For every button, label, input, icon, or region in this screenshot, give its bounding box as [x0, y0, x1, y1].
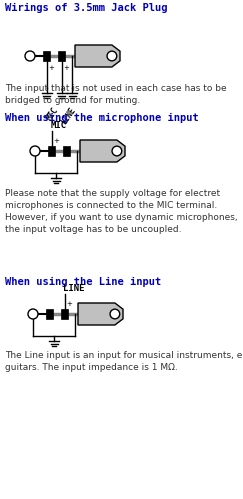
Circle shape — [107, 51, 117, 61]
Polygon shape — [58, 51, 65, 61]
Text: LINE: LINE — [60, 106, 78, 126]
Polygon shape — [43, 51, 50, 61]
Text: +: + — [53, 138, 59, 144]
Text: +: + — [66, 301, 72, 307]
Text: MIC: MIC — [44, 106, 60, 123]
Text: +: + — [63, 65, 69, 71]
Text: When using the microphone input: When using the microphone input — [5, 113, 199, 123]
Polygon shape — [46, 309, 53, 319]
Circle shape — [28, 309, 38, 319]
Polygon shape — [78, 303, 123, 325]
Circle shape — [25, 51, 35, 61]
Polygon shape — [80, 140, 125, 162]
Text: The Line input is an input for musical instruments, e.g.
guitars. The input impe: The Line input is an input for musical i… — [5, 351, 243, 372]
Text: LINE: LINE — [62, 284, 84, 293]
Text: Please note that the supply voltage for electret
microphones is connected to the: Please note that the supply voltage for … — [5, 189, 238, 235]
Text: Wirings of 3.5mm Jack Plug: Wirings of 3.5mm Jack Plug — [5, 3, 167, 13]
Polygon shape — [75, 45, 120, 67]
Text: When using the Line input: When using the Line input — [5, 277, 161, 287]
Circle shape — [30, 146, 40, 156]
Polygon shape — [63, 146, 70, 156]
Circle shape — [112, 146, 122, 156]
Text: The input that is not used in each case has to be
bridged to ground for muting.: The input that is not used in each case … — [5, 84, 227, 105]
Text: +: + — [48, 65, 54, 71]
Circle shape — [110, 309, 120, 319]
Polygon shape — [48, 146, 55, 156]
Polygon shape — [61, 309, 68, 319]
Text: MIC: MIC — [51, 121, 67, 130]
